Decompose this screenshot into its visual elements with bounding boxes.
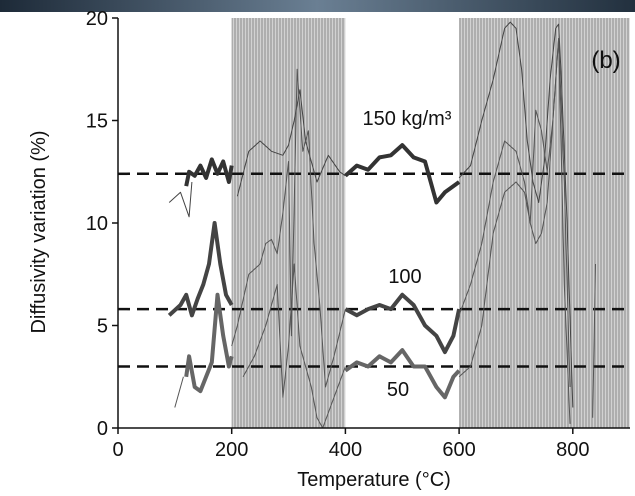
data-line	[174, 38, 596, 429]
data-line	[184, 292, 461, 400]
y-tick-label: 0	[97, 418, 108, 440]
x-axis-label: Temperature (°C)	[297, 469, 451, 491]
top-band	[0, 0, 635, 12]
y-tick-label: 5	[97, 316, 108, 338]
annotation: (b)	[591, 47, 620, 74]
y-tick-label: 10	[86, 213, 108, 235]
annotation: 150 kg/m³	[363, 108, 452, 130]
x-tick-label: 600	[442, 439, 475, 461]
data-line	[167, 221, 462, 355]
x-tick-label: 800	[556, 439, 589, 461]
shaded-range	[459, 18, 630, 428]
annotation: 50	[387, 379, 409, 401]
data-line	[184, 143, 461, 205]
y-axis-label: Diffusivity variation (%)	[28, 130, 50, 333]
x-tick-label: 200	[215, 439, 248, 461]
y-tick-label: 15	[86, 111, 108, 133]
shaded-range	[231, 18, 346, 428]
annotation: 100	[388, 266, 421, 288]
data-line	[168, 21, 574, 408]
x-tick-label: 400	[329, 439, 362, 461]
x-tick-label: 0	[112, 439, 123, 461]
y-tick-label: 20	[86, 8, 108, 30]
